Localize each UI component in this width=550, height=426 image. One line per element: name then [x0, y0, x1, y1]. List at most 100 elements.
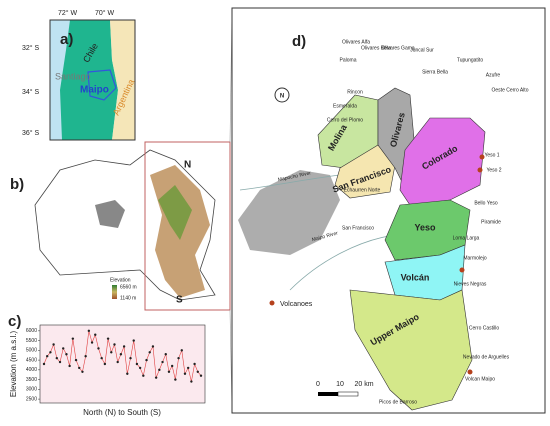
maipo-outline [87, 69, 117, 101]
point [42, 362, 46, 366]
glacier-label: Juncal Sur [410, 47, 434, 53]
point [158, 368, 161, 372]
y-tick-label: 4500 [26, 357, 37, 363]
glacier-label: Oeste Cerro Alto [492, 87, 529, 93]
point [84, 355, 87, 358]
scale-tick: 10 [336, 381, 344, 388]
glacier-label: Echaurren Norte [344, 187, 381, 193]
glacier-label: Yeso 2 [486, 167, 501, 173]
point [145, 358, 148, 362]
volcano [479, 154, 485, 160]
panel-label: b) [10, 176, 24, 193]
glacier-label: Sierra Bella [422, 69, 448, 75]
glacier-label: Olivares Beta [361, 45, 391, 51]
point [190, 380, 193, 383]
glacier-label: Cerro Castillo [469, 325, 500, 331]
point [97, 347, 100, 350]
point [135, 362, 139, 366]
zoom-box [144, 141, 231, 311]
glacier-label: Loma Larga [453, 235, 480, 241]
point [186, 366, 190, 370]
point [78, 366, 81, 370]
point [132, 339, 135, 342]
scale-tick: 0 [316, 381, 320, 388]
glacier-label: Paloma [340, 57, 357, 63]
lat-tick: 36° S [22, 129, 40, 137]
north: N [184, 160, 191, 171]
y-tick-label: 3000 [26, 387, 37, 393]
point [148, 351, 151, 354]
scale-tick: 20 km [354, 381, 373, 388]
lat-tick: 32° S [22, 44, 40, 52]
scale-bar [337, 391, 359, 397]
panel-a: a) 72° W 70° W 32° S 34° S 36° S Chile S… [22, 9, 136, 141]
point [52, 343, 55, 346]
point [177, 356, 180, 360]
y-tick-label: 5500 [26, 338, 37, 344]
x-label: North (N) to South (S) [83, 408, 161, 417]
point [116, 360, 119, 364]
point [49, 351, 52, 354]
point [174, 378, 177, 381]
y-tick-label: 2500 [26, 396, 37, 402]
frame [49, 19, 136, 141]
panel-label: c) [8, 313, 21, 330]
y-tick-label: 4000 [26, 367, 37, 373]
glacier-label: Bello Yeso [474, 200, 498, 206]
point [199, 374, 203, 377]
point [68, 364, 71, 368]
point [129, 356, 132, 360]
legend-bar [112, 285, 117, 299]
point [46, 355, 49, 358]
river [239, 174, 396, 291]
lon-tick: 70° W [95, 9, 115, 17]
point [65, 353, 68, 356]
glacier-label: Azufre [486, 72, 501, 78]
plot-area [39, 324, 206, 404]
glacier-label: San Francisco [342, 225, 374, 231]
scale-bar [318, 392, 338, 396]
point [94, 333, 97, 336]
compass-n: N [280, 94, 284, 100]
place: Maipo [80, 85, 109, 96]
point [154, 376, 158, 379]
volcano [459, 267, 465, 273]
point [74, 358, 78, 362]
legend-title: Elevation [110, 277, 131, 283]
point [183, 372, 187, 375]
point [180, 349, 183, 352]
relief [158, 185, 192, 240]
place: Santiago [55, 71, 91, 81]
compass [274, 87, 290, 103]
glacier-label: Tupungatito [457, 57, 483, 63]
panel-label: d) [292, 33, 306, 50]
point [71, 337, 75, 340]
y-tick-label: 3500 [26, 377, 37, 383]
volcanoes [269, 154, 485, 375]
panel-b: b) N S Elevation 6560 m 1140 m [10, 141, 231, 311]
point [110, 351, 113, 354]
glacier-label: Olivares Gama [381, 45, 415, 51]
point [62, 347, 65, 350]
volcano [269, 300, 275, 306]
basin-label: Yeso [414, 222, 436, 232]
volcano [477, 167, 483, 173]
city [95, 200, 125, 228]
point [170, 364, 174, 368]
point [119, 353, 123, 356]
point [151, 345, 155, 348]
glacier-label: Yeso 1 [484, 152, 499, 158]
series-line [43, 330, 202, 382]
point [90, 341, 94, 344]
point [161, 360, 164, 364]
glacier-label: Esmeralda [333, 103, 357, 109]
glacier-label: Olivares Alfa [342, 39, 370, 45]
point [138, 366, 142, 370]
glacier-label: Piramide [481, 219, 501, 225]
point [193, 362, 196, 366]
point [113, 343, 116, 346]
glacier-label: Nevado de Arguelles [463, 354, 510, 360]
glacier-label: Nieves Negras [454, 281, 487, 287]
basin [399, 117, 486, 206]
panel-c: c) Elevation (m a.s.l.) North (N) to Sou… [8, 313, 206, 417]
